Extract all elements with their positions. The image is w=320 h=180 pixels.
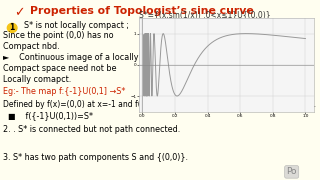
Text: 1: 1 xyxy=(10,23,15,32)
Text: 3. S* has two path components S and {(0,0)}.: 3. S* has two path components S and {(0,… xyxy=(3,153,188,162)
Text: Locally comapct.: Locally comapct. xyxy=(3,75,71,84)
Text: Since the point (0,0) has no: Since the point (0,0) has no xyxy=(3,31,114,40)
Text: Po: Po xyxy=(286,167,297,176)
Text: Compact nbd.: Compact nbd. xyxy=(3,42,60,51)
Text: ✓: ✓ xyxy=(14,6,25,19)
Text: S*={(x,sin(1/x)) :0<x≤1}U{(0,0)}: S*={(x,sin(1/x)) :0<x≤1}U{(0,0)} xyxy=(139,10,271,19)
Text: ►    Continuous image of a locally: ► Continuous image of a locally xyxy=(3,53,139,62)
Text: Eg:- The map f:{-1}U(0,1] →S*: Eg:- The map f:{-1}U(0,1] →S* xyxy=(3,87,125,96)
Text: ■    f({-1}U(0,1))=S*: ■ f({-1}U(0,1))=S* xyxy=(8,112,93,121)
Text: 2. . S* is connected but not path connected.: 2. . S* is connected but not path connec… xyxy=(3,125,180,134)
Ellipse shape xyxy=(7,23,17,32)
Text: S* is not locally compact ;: S* is not locally compact ; xyxy=(24,21,129,30)
Text: Properties of Topologist’s sine curve: Properties of Topologist’s sine curve xyxy=(30,6,254,16)
Text: Compact space need not be: Compact space need not be xyxy=(3,64,117,73)
Text: Defined by f(x)=(0,0) at x=-1 and f(x)=(x,sin(1/x)) for x∈(0,1] is continuous ma: Defined by f(x)=(0,0) at x=-1 and f(x)=(… xyxy=(3,100,316,109)
